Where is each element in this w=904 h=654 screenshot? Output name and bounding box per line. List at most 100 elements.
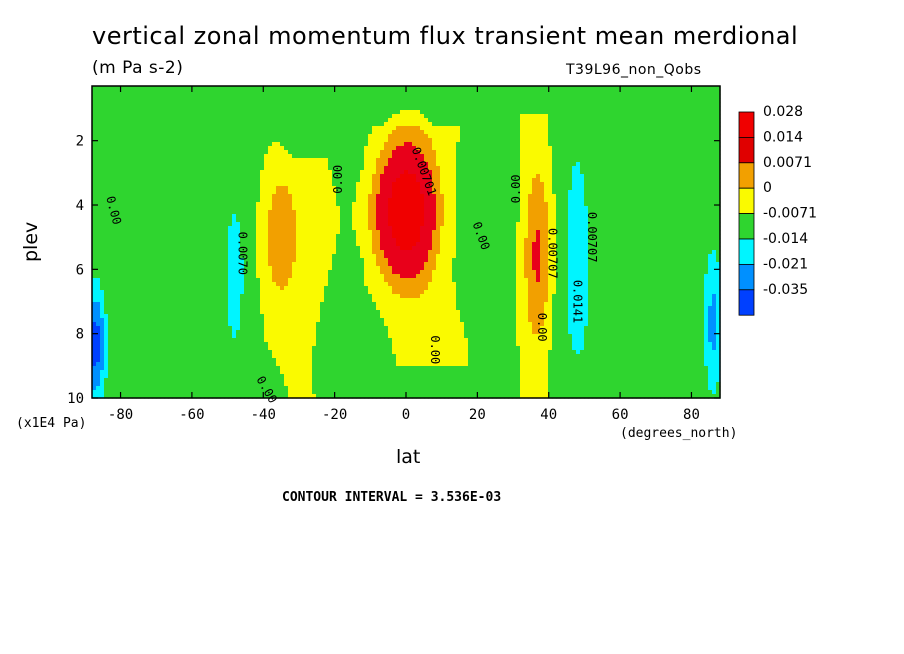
field-cell [296, 262, 301, 267]
field-cell [136, 226, 141, 231]
field-cell [124, 386, 129, 391]
field-cell [124, 338, 129, 343]
field-cell [340, 166, 345, 171]
field-cell [180, 230, 185, 235]
field-cell [236, 326, 241, 331]
field-cell [180, 314, 185, 319]
field-cell [124, 262, 129, 267]
field-cell [284, 234, 289, 239]
field-cell [128, 198, 133, 203]
field-cell [108, 258, 113, 263]
field-cell [116, 322, 121, 327]
field-cell [160, 382, 165, 387]
field-cell [140, 242, 145, 247]
field-cell [176, 206, 181, 211]
field-cell [140, 378, 145, 383]
field-cell [256, 234, 261, 239]
field-cell [312, 198, 317, 203]
field-cell [320, 278, 325, 283]
field-cell [212, 166, 217, 171]
field-cell [324, 130, 329, 135]
field-cell [148, 154, 153, 159]
field-cell [336, 250, 341, 255]
field-cell [132, 314, 137, 319]
field-cell [236, 314, 241, 319]
field-cell [116, 302, 121, 307]
field-cell [176, 222, 181, 227]
field-cell [292, 378, 297, 383]
field-cell [260, 290, 265, 295]
field-cell [244, 194, 249, 199]
field-cell [96, 254, 101, 259]
field-cell [92, 226, 97, 231]
field-cell [284, 390, 289, 395]
field-cell [220, 210, 225, 215]
field-cell [216, 146, 221, 151]
field-cell [228, 206, 233, 211]
field-cell [232, 178, 237, 183]
field-cell [252, 210, 257, 215]
field-cell [156, 194, 161, 199]
field-cell [316, 354, 321, 359]
field-cell [188, 318, 193, 323]
field-cell [332, 190, 337, 195]
field-cell [196, 366, 201, 371]
field-cell [148, 370, 153, 375]
field-cell [344, 98, 349, 103]
field-cell [296, 90, 301, 95]
field-cell [312, 230, 317, 235]
field-cell [248, 298, 253, 303]
field-cell [240, 182, 245, 187]
field-cell [136, 346, 141, 351]
field-cell [272, 194, 277, 199]
field-cell [184, 202, 189, 207]
field-cell [192, 342, 197, 347]
field-cell [124, 202, 129, 207]
field-cell [292, 122, 297, 127]
field-cell [288, 154, 293, 159]
field-cell [272, 378, 277, 383]
field-cell [232, 186, 237, 191]
field-cell [152, 158, 157, 163]
field-cell [164, 106, 169, 111]
field-cell [228, 150, 233, 155]
field-cell [216, 178, 221, 183]
field-cell [224, 202, 229, 207]
field-cell [228, 210, 233, 215]
field-cell [288, 146, 293, 151]
field-cell [92, 394, 97, 399]
field-cell [332, 346, 337, 351]
field-cell [328, 250, 333, 255]
field-cell [240, 154, 245, 159]
field-cell [264, 178, 269, 183]
field-cell [228, 230, 233, 235]
field-cell [132, 246, 137, 251]
field-cell [216, 354, 221, 359]
field-cell [212, 138, 217, 143]
field-cell [120, 246, 125, 251]
field-cell [240, 318, 245, 323]
field-cell [228, 314, 233, 319]
field-cell [144, 246, 149, 251]
field-cell [192, 270, 197, 275]
field-cell [212, 218, 217, 223]
field-cell [180, 318, 185, 323]
field-cell [280, 150, 285, 155]
field-cell [336, 310, 341, 315]
field-cell [276, 366, 281, 371]
field-cell [284, 334, 289, 339]
field-cell [244, 226, 249, 231]
field-cell [180, 174, 185, 179]
field-cell [192, 138, 197, 143]
field-cell [136, 302, 141, 307]
field-cell [300, 390, 305, 395]
field-cell [172, 314, 177, 319]
field-cell [92, 194, 97, 199]
field-cell [168, 358, 173, 363]
field-cell [288, 186, 293, 191]
field-cell [176, 174, 181, 179]
field-cell [344, 354, 349, 359]
field-cell [260, 350, 265, 355]
field-cell [212, 110, 217, 115]
field-cell [120, 210, 125, 215]
